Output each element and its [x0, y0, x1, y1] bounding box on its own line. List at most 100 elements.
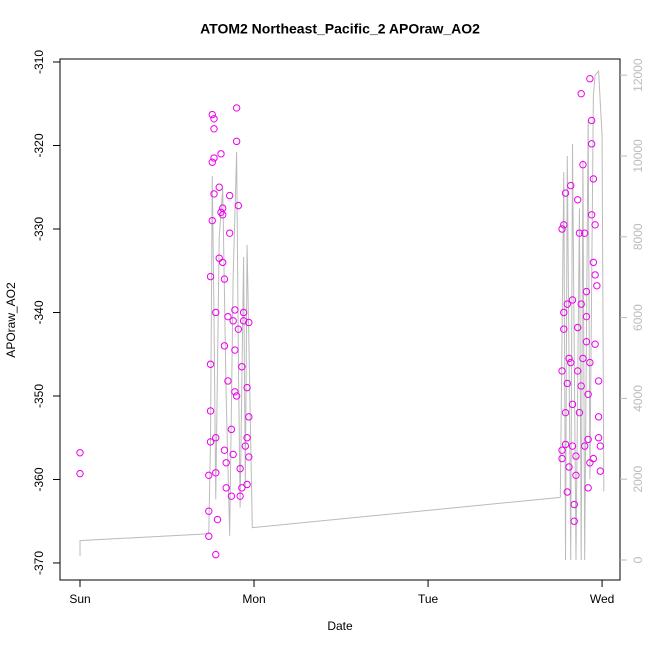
data-point [563, 300, 571, 308]
data-point [205, 532, 213, 540]
data-point [245, 413, 253, 421]
data-point [568, 400, 577, 409]
data-point [563, 379, 571, 388]
data-point [565, 463, 573, 471]
data-point [219, 204, 227, 212]
data-point [227, 492, 236, 500]
data-point [232, 137, 241, 146]
data-point [220, 342, 229, 350]
data-point [584, 435, 592, 444]
data-point [239, 317, 248, 325]
data-point [212, 469, 220, 477]
y2-tick-label: 6000 [631, 304, 645, 331]
y2-tick-label: 12000 [631, 58, 645, 92]
data-point [558, 454, 566, 463]
data-point [232, 104, 241, 112]
data-point [238, 484, 246, 492]
data-point [210, 154, 218, 162]
y2-tick-label: 8000 [631, 223, 645, 250]
data-point [582, 312, 591, 321]
y-tick-label: -360 [32, 467, 46, 491]
data-point [76, 449, 84, 457]
y-tick-label: -310 [32, 50, 46, 74]
data-point [567, 181, 575, 190]
data-point [229, 317, 237, 325]
data-point [231, 388, 239, 396]
altitude-line [79, 69, 605, 561]
data-point [220, 446, 229, 454]
data-point [577, 90, 585, 98]
data-point [572, 471, 580, 479]
data-point [596, 442, 605, 450]
data-point [206, 360, 215, 368]
y2-tick-label: 4000 [631, 385, 645, 412]
data-point [580, 229, 589, 237]
y-tick-label: -330 [32, 217, 46, 241]
data-point [586, 358, 594, 367]
y-tick-label: -320 [32, 133, 46, 157]
data-point [572, 452, 580, 460]
data-point [234, 201, 243, 210]
data-point [575, 229, 584, 237]
data-point [219, 258, 227, 267]
data-point [232, 392, 241, 400]
data-point [558, 446, 566, 454]
data-point [245, 318, 253, 327]
chart-title: ATOM2 Northeast_Pacific_2 APOraw_AO2 [200, 21, 480, 37]
data-point [589, 454, 598, 463]
y-tick-label: -350 [32, 384, 46, 408]
data-point [229, 450, 237, 459]
data-point [574, 196, 582, 204]
plot-frame [59, 58, 621, 581]
data-point [241, 442, 250, 450]
data-point [587, 140, 596, 148]
data-point [206, 272, 215, 281]
data-point [579, 354, 587, 363]
y2-tick-label: 2000 [631, 466, 645, 493]
data-point [225, 191, 234, 200]
data-point [579, 161, 587, 169]
data-point [570, 517, 578, 525]
data-point [568, 442, 577, 450]
data-point [560, 325, 568, 333]
data-point [561, 440, 570, 449]
data-point [217, 150, 225, 158]
data-point [222, 484, 230, 492]
data-point [225, 229, 234, 237]
data-point [210, 125, 218, 133]
data-point [587, 116, 596, 125]
x-tick-label: Wed [590, 592, 614, 606]
y2-tick-label: 10000 [631, 139, 645, 173]
data-point [239, 308, 248, 317]
y2-tick-label: 0 [631, 556, 645, 563]
data-point [231, 346, 239, 354]
data-point [558, 225, 566, 233]
data-point [224, 377, 232, 385]
data-point [215, 183, 223, 191]
data-point [596, 467, 605, 475]
data-point [574, 367, 582, 375]
x-tick-label: Sun [69, 592, 90, 606]
data-point [584, 484, 592, 492]
data-point [234, 325, 243, 333]
data-point [210, 190, 218, 198]
data-point [243, 434, 251, 442]
data-point [582, 338, 591, 346]
data-point [568, 296, 577, 304]
data-point [243, 480, 251, 489]
data-point [586, 75, 594, 83]
data-point [205, 471, 213, 479]
x-axis-label: Date [327, 619, 353, 633]
data-point [565, 354, 573, 363]
data-point [245, 453, 253, 461]
data-point [220, 275, 229, 283]
data-point [593, 282, 601, 290]
x-tick-label: Tue [418, 592, 439, 606]
y-tick-label: -370 [32, 551, 46, 575]
data-point [560, 221, 568, 229]
data-point [208, 110, 216, 119]
data-point [561, 408, 570, 417]
data-point [577, 300, 585, 308]
data-point [591, 271, 599, 279]
